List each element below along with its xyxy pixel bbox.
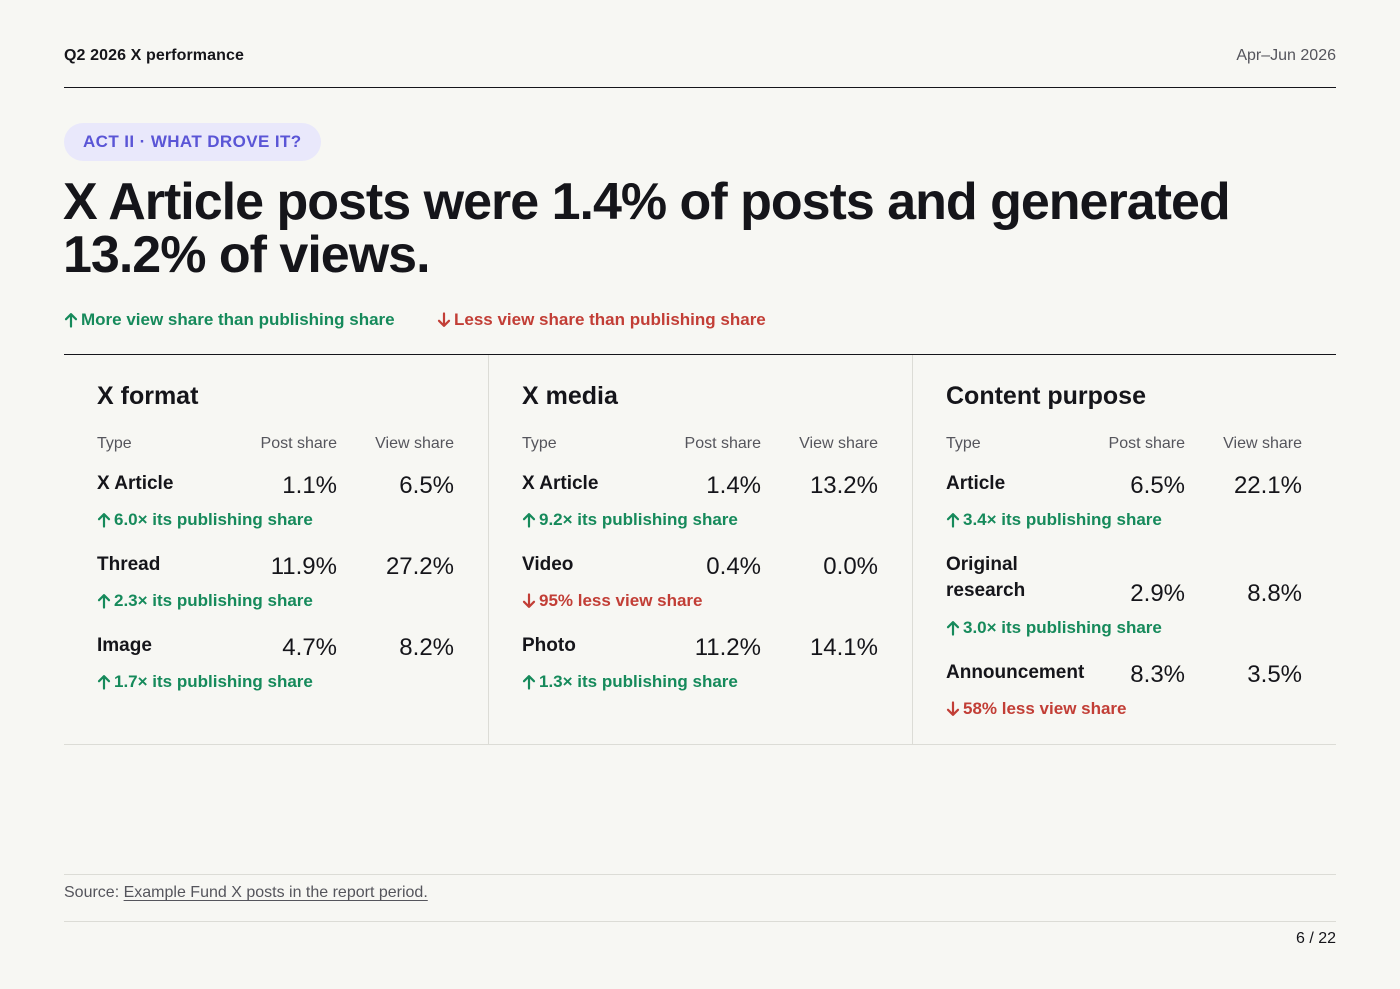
arrow-down-icon	[946, 701, 960, 717]
column-header-view-share: View share	[799, 435, 878, 452]
arrow-up-icon	[522, 512, 536, 528]
arrow-up-icon	[946, 512, 960, 528]
column-header-type: Type	[97, 435, 132, 452]
row-note: 58% less view share	[946, 699, 1127, 719]
arrow-down-icon	[522, 593, 536, 609]
panel-title: X media	[522, 382, 618, 410]
table-rows: Article 6.5% 22.1% 3.4× its publishing s…	[946, 467, 1302, 737]
table-row: X Article 1.4% 13.2% 9.2× its publishing…	[522, 467, 878, 548]
panel-content-purpose: Content purpose Type Post share View sha…	[912, 355, 1336, 744]
table-row: Original research 2.9% 8.8% 3.0× its pub…	[946, 548, 1302, 656]
table-row: Video 0.4% 0.0% 95% less view share	[522, 548, 878, 629]
column-header-type: Type	[522, 435, 557, 452]
arrow-up-icon	[97, 593, 111, 609]
row-type: Original research	[946, 554, 1026, 601]
table-row: Image 4.7% 8.2% 1.7× its publishing shar…	[97, 629, 454, 710]
row-type: Image	[97, 635, 152, 656]
row-type: Article	[946, 473, 1006, 494]
table-row: Photo 11.2% 14.1% 1.3× its publishing sh…	[522, 629, 878, 710]
row-note: 95% less view share	[522, 591, 703, 611]
report-period: Apr–Jun 2026	[1236, 47, 1336, 64]
row-view-share: 13.2%	[809, 472, 878, 499]
row-note-text: 1.3× its publishing share	[539, 672, 738, 691]
table-row: Announcement 8.3% 3.5% 58% less view sha…	[946, 656, 1302, 737]
row-post-share: 8.3%	[1130, 661, 1185, 688]
row-type: Video	[522, 554, 574, 575]
legend-down: Less view share than publishing share	[437, 310, 766, 330]
row-view-share: 8.2%	[399, 634, 454, 661]
column-header-view-share: View share	[375, 435, 454, 452]
row-note-text: 58% less view share	[963, 699, 1127, 718]
source-note: Source: Example Fund X posts in the repo…	[64, 874, 1336, 922]
row-note: 2.3× its publishing share	[97, 591, 313, 611]
row-note-text: 95% less view share	[539, 591, 703, 610]
share-comparison-grid: X format Type Post share View share X Ar…	[64, 354, 1336, 745]
row-type: X Article	[97, 473, 174, 494]
row-note: 1.7× its publishing share	[97, 672, 313, 692]
column-header-post-share: Post share	[260, 435, 337, 452]
legend-up-label: More view share than publishing share	[81, 310, 395, 329]
row-post-share: 4.7%	[282, 634, 337, 661]
row-note-text: 3.4× its publishing share	[963, 510, 1162, 529]
row-view-share: 22.1%	[1233, 472, 1302, 499]
row-note: 1.3× its publishing share	[522, 672, 738, 692]
row-post-share: 0.4%	[706, 553, 761, 580]
row-note-text: 3.0× its publishing share	[963, 618, 1162, 637]
column-header-view-share: View share	[1223, 435, 1302, 452]
row-view-share: 27.2%	[385, 553, 454, 580]
row-note: 3.4× its publishing share	[946, 510, 1162, 530]
row-post-share: 2.9%	[1130, 580, 1185, 607]
row-post-share: 6.5%	[1130, 472, 1185, 499]
row-view-share: 3.5%	[1247, 661, 1302, 688]
row-type: Photo	[522, 635, 576, 656]
panel-title: X format	[97, 382, 199, 410]
row-type: Announcement	[946, 662, 1085, 683]
table-row: X Article 1.1% 6.5% 6.0× its publishing …	[97, 467, 454, 548]
arrow-up-icon	[64, 312, 78, 328]
column-header-post-share: Post share	[1108, 435, 1185, 452]
row-post-share: 11.2%	[694, 634, 761, 661]
row-note-text: 6.0× its publishing share	[114, 510, 313, 529]
row-view-share: 8.8%	[1247, 580, 1302, 607]
table-rows: X Article 1.4% 13.2% 9.2× its publishing…	[522, 467, 878, 710]
column-header-post-share: Post share	[684, 435, 761, 452]
source-label: Source:	[64, 884, 120, 901]
source-link[interactable]: Example Fund X posts in the report perio…	[123, 884, 428, 901]
legend-up: More view share than publishing share	[64, 310, 395, 330]
page-headline: X Article posts were 1.4% of posts and g…	[63, 173, 1231, 284]
row-note: 3.0× its publishing share	[946, 618, 1162, 638]
table-row: Thread 11.9% 27.2% 2.3× its publishing s…	[97, 548, 454, 629]
panel-x-format: X format Type Post share View share X Ar…	[64, 355, 488, 744]
row-view-share: 14.1%	[809, 634, 878, 661]
panel-title: Content purpose	[946, 382, 1146, 410]
row-view-share: 6.5%	[399, 472, 454, 499]
row-note-text: 9.2× its publishing share	[539, 510, 738, 529]
arrow-up-icon	[97, 674, 111, 690]
row-type: X Article	[522, 473, 599, 494]
legend-down-label: Less view share than publishing share	[454, 310, 766, 329]
row-note-text: 2.3× its publishing share	[114, 591, 313, 610]
act-badge: ACT II · WHAT DROVE IT?	[64, 123, 321, 161]
row-type: Thread	[97, 554, 161, 575]
report-header: Q2 2026 X performance Apr–Jun 2026	[64, 0, 1336, 88]
panel-x-media: X media Type Post share View share X Art…	[488, 355, 912, 744]
row-note-text: 1.7× its publishing share	[114, 672, 313, 691]
arrow-up-icon	[522, 674, 536, 690]
arrow-up-icon	[946, 620, 960, 636]
arrow-down-icon	[437, 312, 451, 328]
row-note: 9.2× its publishing share	[522, 510, 738, 530]
row-view-share: 0.0%	[823, 553, 878, 580]
row-post-share: 1.1%	[282, 472, 337, 499]
report-title: Q2 2026 X performance	[64, 47, 244, 64]
row-post-share: 11.9%	[270, 553, 337, 580]
page-number: 6 / 22	[1295, 930, 1336, 947]
column-header-type: Type	[946, 435, 981, 452]
table-row: Article 6.5% 22.1% 3.4× its publishing s…	[946, 467, 1302, 548]
table-rows: X Article 1.1% 6.5% 6.0× its publishing …	[97, 467, 454, 710]
row-post-share: 1.4%	[706, 472, 761, 499]
arrow-up-icon	[97, 512, 111, 528]
row-note: 6.0× its publishing share	[97, 510, 313, 530]
